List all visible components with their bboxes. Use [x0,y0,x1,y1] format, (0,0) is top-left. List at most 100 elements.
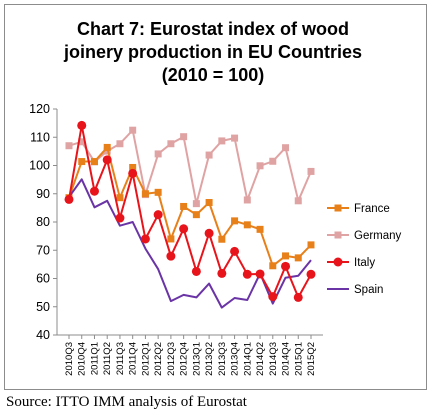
data-point-germany [154,150,162,158]
x-tick-label: 2013Q4 [230,342,241,376]
data-point-france [90,158,98,166]
x-tick-label: 2014Q4 [281,342,292,376]
chart-title-line-2: joinery production in EU Countries [63,42,362,62]
chart-frame: Chart 7: Eurostat index of wood joinery … [4,4,427,390]
y-tick-label: 110 [30,130,50,144]
data-point-italy [128,168,138,178]
data-point-germany [78,138,86,146]
data-point-italy [268,292,278,302]
data-point-france [307,241,315,249]
x-tick-label: 2013Q2 [204,342,215,376]
data-point-france [282,252,290,260]
data-point-italy [230,246,240,256]
x-tick-label: 2011Q3 [115,342,126,375]
source-note: Source: ITTO IMM analysis of Eurostat [6,394,247,410]
x-tick-label: 2012Q2 [153,342,164,376]
data-point-italy [64,194,74,204]
data-point-france [141,190,149,198]
y-tick-label: 100 [29,159,50,173]
x-tick-label: 2014Q1 [242,342,253,376]
y-tick-label: 70 [36,243,50,257]
data-point-italy [191,266,201,276]
data-point-italy [102,155,112,165]
y-tick-label: 40 [36,328,50,342]
data-point-france [167,235,175,243]
x-tick-label: 2012Q4 [179,342,190,376]
y-tick-label: 90 [36,187,50,201]
y-tick-label: 120 [29,102,50,116]
data-point-france [243,221,251,229]
legend-label-germany: Germany [354,230,402,242]
legend-label-italy: Italy [354,257,375,269]
data-point-germany [218,137,226,145]
x-tick-label: 2012Q1 [140,342,151,376]
legend-label-france: France [354,203,390,215]
data-point-germany [282,144,290,152]
data-point-germany [180,133,188,141]
data-point-germany [65,142,73,150]
x-tick-label: 2015Q1 [293,342,304,376]
data-point-italy [115,213,125,223]
data-point-germany [192,200,200,208]
x-tick-label: 2013Q3 [217,342,228,376]
data-point-italy [242,269,252,279]
x-tick-label: 2010Q4 [77,342,88,376]
data-point-italy [153,210,163,220]
data-point-germany [116,140,124,148]
legend-marker-france [334,204,342,212]
chart-title-line-1: Chart 7: Eurostat index of wood [77,19,349,39]
x-tick-label: 2011Q1 [89,342,100,375]
data-point-france [103,143,111,151]
data-point-france [218,235,226,243]
series-line-spain [68,178,312,309]
data-point-france [269,262,277,270]
legend-marker-germany [334,231,342,239]
data-point-france [205,199,213,207]
data-point-france [231,217,239,225]
data-point-italy [166,251,176,261]
data-point-france [180,202,188,210]
y-tick-label: 80 [36,215,50,229]
data-point-france [116,194,124,202]
line-chart: Chart 7: Eurostat index of wood joinery … [29,19,402,376]
legend-marker-italy [333,257,343,267]
chart-title-line-3: (2010 = 100) [162,65,265,85]
data-point-france [129,163,137,171]
data-point-germany [307,167,315,175]
legend-label-spain: Spain [354,284,383,296]
data-point-germany [129,126,137,134]
data-point-germany [294,197,302,205]
data-point-italy [204,228,214,238]
data-point-germany [231,134,239,142]
data-point-italy [293,292,303,302]
x-tick-label: 2010Q3 [64,342,75,376]
data-point-italy [281,261,291,271]
data-point-germany [243,196,251,204]
x-tick-label: 2012Q3 [166,342,177,376]
data-point-italy [306,269,316,279]
data-point-italy [217,268,227,278]
data-point-italy [140,234,150,244]
data-point-italy [89,186,99,196]
data-point-italy [77,120,87,130]
x-tick-label: 2013Q1 [191,342,202,376]
y-tick-label: 60 [36,272,50,286]
x-axis: 2010Q3 2010Q4 2011Q1 2011Q2 2011Q3 2011Q4 2012… [64,335,317,376]
x-tick-label: 2011Q4 [128,342,139,375]
x-tick-label: 2011Q2 [102,342,113,375]
y-tick-label: 50 [36,300,50,314]
legend: France Germany Italy Spain [327,203,402,296]
data-point-france [154,188,162,196]
y-axis: 40 50 60 70 80 90 100 110 120 [29,102,57,342]
series-layer [64,120,316,309]
data-point-italy [255,269,265,279]
x-tick-label: 2014Q3 [268,342,279,376]
data-point-italy [179,224,189,234]
x-tick-label: 2015Q2 [306,342,317,376]
data-point-france [294,254,302,262]
data-point-france [78,158,86,166]
data-point-germany [256,162,264,170]
data-point-france [256,225,264,233]
data-point-france [192,211,200,219]
series-line-france [68,146,312,267]
